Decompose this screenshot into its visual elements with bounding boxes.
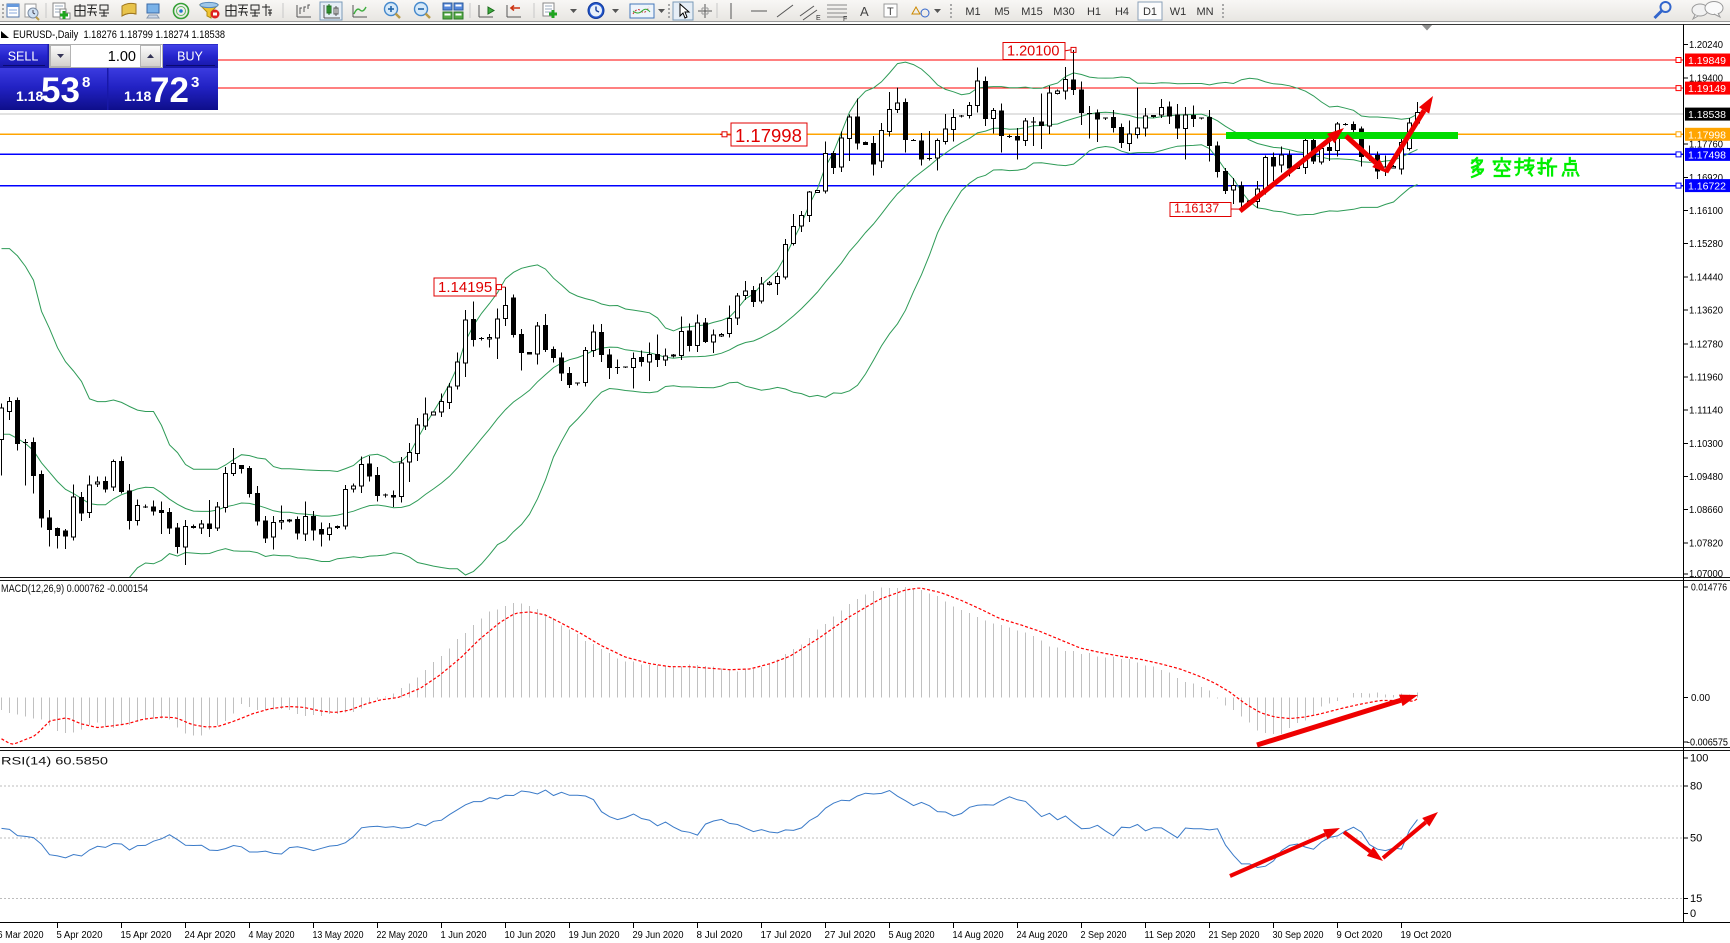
svg-text:8: 8 [82, 74, 90, 91]
svg-text:50: 50 [1690, 832, 1702, 844]
svg-text:H4: H4 [1115, 6, 1129, 18]
svg-text:10 Jun 2020: 10 Jun 2020 [505, 929, 556, 941]
svg-text:1.11960: 1.11960 [1689, 372, 1723, 383]
svg-text:1 Jun 2020: 1 Jun 2020 [441, 929, 487, 941]
svg-text:1.08660: 1.08660 [1689, 505, 1723, 516]
svg-text:1.18: 1.18 [124, 88, 151, 104]
svg-text:M15: M15 [1021, 6, 1042, 18]
svg-text:5 Apr 2020: 5 Apr 2020 [57, 929, 103, 941]
svg-text:100: 100 [1690, 753, 1708, 765]
svg-text:A: A [860, 4, 869, 19]
svg-text:24 Apr 2020: 24 Apr 2020 [185, 929, 236, 941]
svg-text:1.15280: 1.15280 [1689, 239, 1723, 250]
svg-text:15: 15 [1690, 893, 1702, 905]
svg-text:F: F [843, 16, 847, 23]
svg-text:4 May 2020: 4 May 2020 [249, 929, 295, 941]
svg-text:EURUSD-,Daily 1.18276 1.18799: EURUSD-,Daily 1.18276 1.18799 1.18274 1.… [13, 29, 225, 41]
svg-text:1.19149: 1.19149 [1688, 83, 1726, 95]
svg-text:1.14440: 1.14440 [1689, 273, 1723, 284]
svg-text:1.13620: 1.13620 [1689, 306, 1723, 317]
svg-text:MN: MN [1196, 6, 1213, 18]
svg-text:27 Jul 2020: 27 Jul 2020 [825, 929, 876, 941]
svg-text:1.16722: 1.16722 [1688, 181, 1726, 193]
svg-text:53: 53 [41, 71, 80, 110]
svg-text:1.17498: 1.17498 [1688, 149, 1726, 161]
svg-text:13 May 2020: 13 May 2020 [313, 929, 364, 941]
svg-text:21 Sep 2020: 21 Sep 2020 [1209, 929, 1260, 941]
svg-text:SELL: SELL [8, 50, 39, 64]
svg-text:BUY: BUY [177, 50, 203, 64]
svg-text:8 Jul 2020: 8 Jul 2020 [697, 929, 743, 941]
svg-text:T: T [887, 6, 894, 18]
svg-text:3: 3 [191, 74, 199, 91]
svg-text:D1: D1 [1143, 6, 1157, 18]
svg-text:W1: W1 [1170, 6, 1187, 18]
svg-text:22 May 2020: 22 May 2020 [377, 929, 428, 941]
svg-text:RSI(14) 60.5850: RSI(14) 60.5850 [1, 756, 108, 768]
svg-text:1.17760: 1.17760 [1689, 139, 1723, 150]
svg-text:9 Oct 2020: 9 Oct 2020 [1337, 929, 1383, 941]
svg-text:1.17998: 1.17998 [735, 125, 802, 146]
svg-text:80: 80 [1690, 781, 1702, 793]
svg-text:-0.006575: -0.006575 [1687, 738, 1728, 749]
svg-text:1.16100: 1.16100 [1689, 206, 1723, 217]
svg-text:1.12780: 1.12780 [1689, 339, 1723, 350]
svg-text:1.19849: 1.19849 [1688, 55, 1726, 67]
svg-text:11 Sep 2020: 11 Sep 2020 [1145, 929, 1196, 941]
svg-text:19 Jun 2020: 19 Jun 2020 [569, 929, 620, 941]
svg-text:MACD(12,26,9) 0.000762 -0.0001: MACD(12,26,9) 0.000762 -0.000154 [1, 583, 148, 595]
svg-text:5 Aug 2020: 5 Aug 2020 [889, 929, 935, 941]
svg-text:1.14195: 1.14195 [438, 279, 492, 296]
svg-text:17 Jul 2020: 17 Jul 2020 [761, 929, 812, 941]
svg-text:E: E [816, 15, 821, 22]
svg-text:1.16137: 1.16137 [1174, 202, 1219, 216]
svg-text:1.18: 1.18 [16, 88, 43, 104]
svg-text:1.11140: 1.11140 [1689, 405, 1723, 416]
svg-text:24 Aug 2020: 24 Aug 2020 [1017, 929, 1068, 941]
svg-text:1.16920: 1.16920 [1689, 173, 1723, 184]
svg-text:1.17998: 1.17998 [1688, 129, 1726, 141]
svg-text:M5: M5 [994, 6, 1009, 18]
svg-text:0.00: 0.00 [1691, 693, 1710, 704]
svg-text:1.20100: 1.20100 [1007, 44, 1059, 60]
svg-text:72: 72 [150, 71, 189, 110]
svg-text:1.18538: 1.18538 [1688, 109, 1726, 121]
svg-text:15 Apr 2020: 15 Apr 2020 [121, 929, 172, 941]
svg-text:0: 0 [1690, 908, 1696, 920]
svg-text:2 Sep 2020: 2 Sep 2020 [1081, 929, 1127, 941]
svg-text:1.07820: 1.07820 [1689, 539, 1723, 550]
svg-text:19 Oct 2020: 19 Oct 2020 [1401, 929, 1452, 941]
svg-text:26 Mar 2020: 26 Mar 2020 [0, 929, 44, 941]
svg-text:1.10300: 1.10300 [1689, 439, 1723, 450]
svg-text:1.00: 1.00 [108, 49, 136, 65]
svg-text:14 Aug 2020: 14 Aug 2020 [953, 929, 1004, 941]
svg-text:0.014776: 0.014776 [1691, 583, 1727, 594]
svg-text:1.19400: 1.19400 [1689, 74, 1723, 85]
svg-text:M30: M30 [1053, 6, 1074, 18]
svg-text:1.20240: 1.20240 [1689, 40, 1723, 51]
svg-text:1.09480: 1.09480 [1689, 472, 1723, 483]
svg-text:M1: M1 [965, 6, 980, 18]
svg-text:30 Sep 2020: 30 Sep 2020 [1273, 929, 1324, 941]
svg-text:H1: H1 [1087, 6, 1101, 18]
svg-text:29 Jun 2020: 29 Jun 2020 [633, 929, 684, 941]
svg-text:1.07000: 1.07000 [1689, 569, 1723, 580]
